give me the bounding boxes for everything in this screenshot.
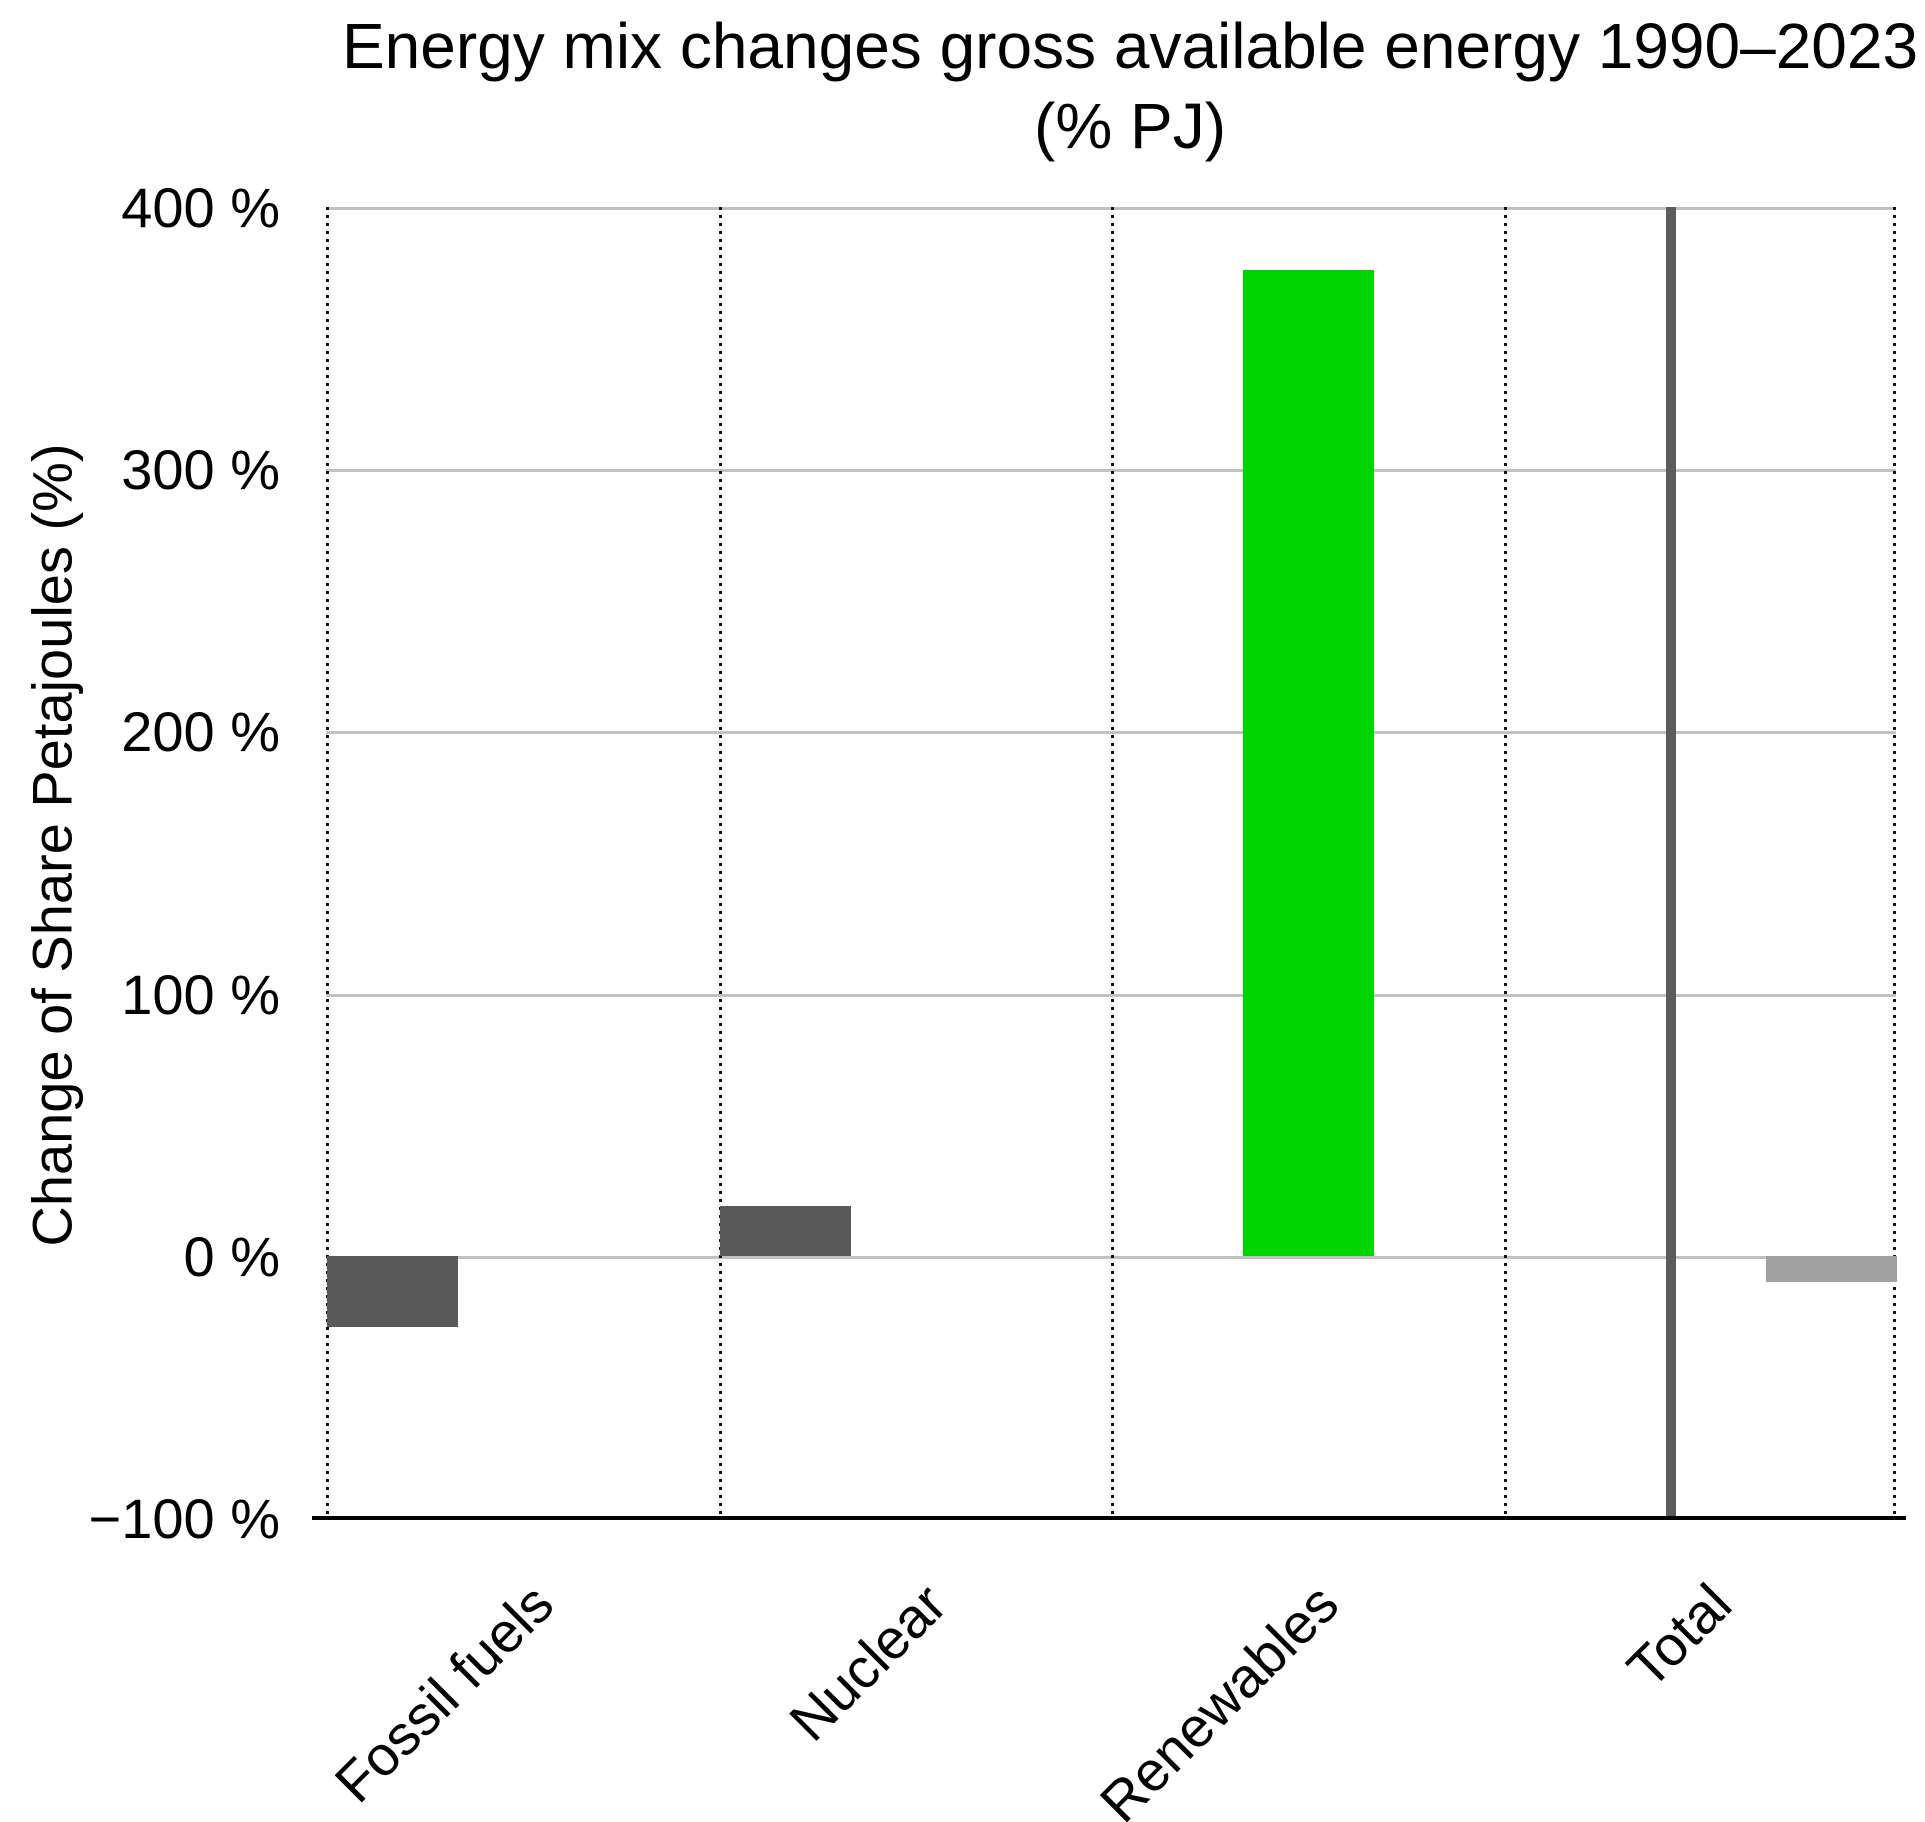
y-tick-label-100: 100 % bbox=[121, 963, 280, 1026]
chart-title-block: Energy mix changes gross available energ… bbox=[330, 6, 1925, 166]
x-tick-label-fossil-fuels: Fossil fuels bbox=[322, 1571, 566, 1815]
y-tick-label-0: 0 % bbox=[183, 1225, 281, 1288]
category-separator-4 bbox=[1893, 207, 1896, 1518]
plot-area bbox=[326, 207, 1897, 1518]
chart-title: Energy mix changes gross available energ… bbox=[341, 10, 1919, 82]
category-separator-2 bbox=[1111, 207, 1114, 1518]
y-axis-title: Change of Share Petajoules (%) bbox=[20, 443, 84, 1247]
category-separator-1 bbox=[719, 207, 722, 1518]
bar-fossil-fuels bbox=[327, 1256, 458, 1327]
bar-renewables bbox=[1243, 270, 1374, 1256]
bar-total bbox=[1766, 1256, 1897, 1282]
category-separator-3 bbox=[1504, 207, 1507, 1518]
y-tick-label-300: 300 % bbox=[121, 438, 280, 501]
bar-nuclear bbox=[720, 1206, 851, 1256]
chart-subtitle: (% PJ) bbox=[1034, 90, 1226, 162]
x-axis-line bbox=[312, 1516, 1906, 1520]
category-separator-0 bbox=[326, 207, 329, 1518]
y-tick-label-400: 400 % bbox=[121, 176, 280, 239]
total-vertical-line bbox=[1666, 207, 1676, 1518]
y-tick-label--100: −100 % bbox=[88, 1487, 281, 1550]
y-tick-label-200: 200 % bbox=[121, 700, 280, 763]
